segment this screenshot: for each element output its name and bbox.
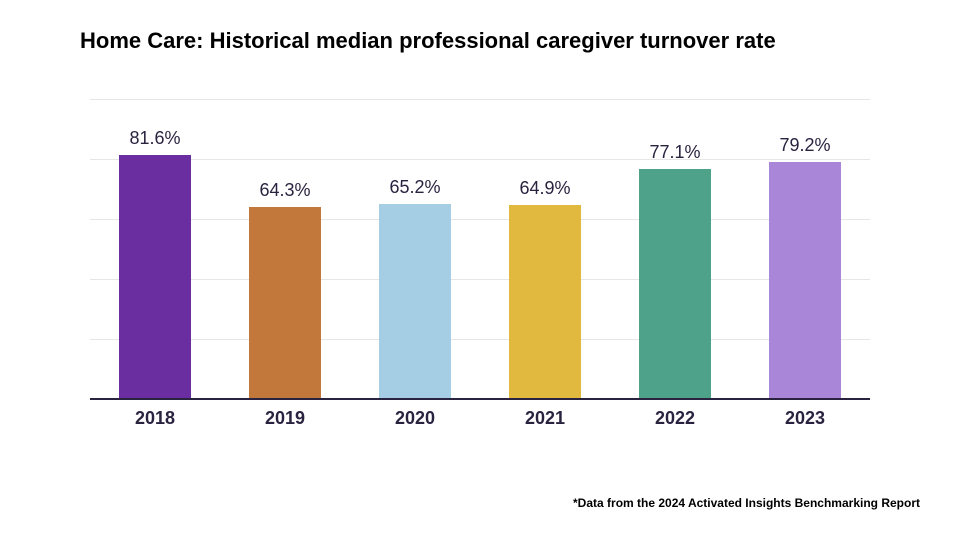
bar-value-label: 79.2% <box>745 135 865 156</box>
bar-value-label: 81.6% <box>95 128 215 149</box>
bars-group: 81.6% 64.3% 65.2% 64.9% 77.1% 79.2% <box>90 100 870 400</box>
x-axis-label: 2022 <box>615 408 735 429</box>
bar <box>379 204 451 400</box>
bar <box>119 155 191 400</box>
bar <box>639 169 711 400</box>
x-axis-label: 2023 <box>745 408 865 429</box>
bar-value-label: 64.3% <box>225 180 345 201</box>
x-axis-label: 2019 <box>225 408 345 429</box>
bar <box>249 207 321 400</box>
bar-value-label: 77.1% <box>615 142 735 163</box>
x-axis-line <box>90 398 870 400</box>
x-axis-labels: 2018 2019 2020 2021 2022 2023 <box>90 408 870 432</box>
chart-container: Home Care: Historical median professiona… <box>0 0 960 540</box>
bar-value-label: 65.2% <box>355 177 475 198</box>
plot-region: 81.6% 64.3% 65.2% 64.9% 77.1% 79.2% <box>90 100 870 400</box>
bar <box>509 205 581 400</box>
x-axis-label: 2020 <box>355 408 475 429</box>
bar <box>769 162 841 400</box>
x-axis-label: 2021 <box>485 408 605 429</box>
footnote-text: *Data from the 2024 Activated Insights B… <box>573 496 920 510</box>
chart-title: Home Care: Historical median professiona… <box>80 28 776 54</box>
chart-area: 81.6%64.3%65.2%64.9%77.1%79.2% 201820192… <box>90 100 870 430</box>
bar-value-label: 64.9% <box>485 178 605 199</box>
x-axis-label: 2018 <box>95 408 215 429</box>
